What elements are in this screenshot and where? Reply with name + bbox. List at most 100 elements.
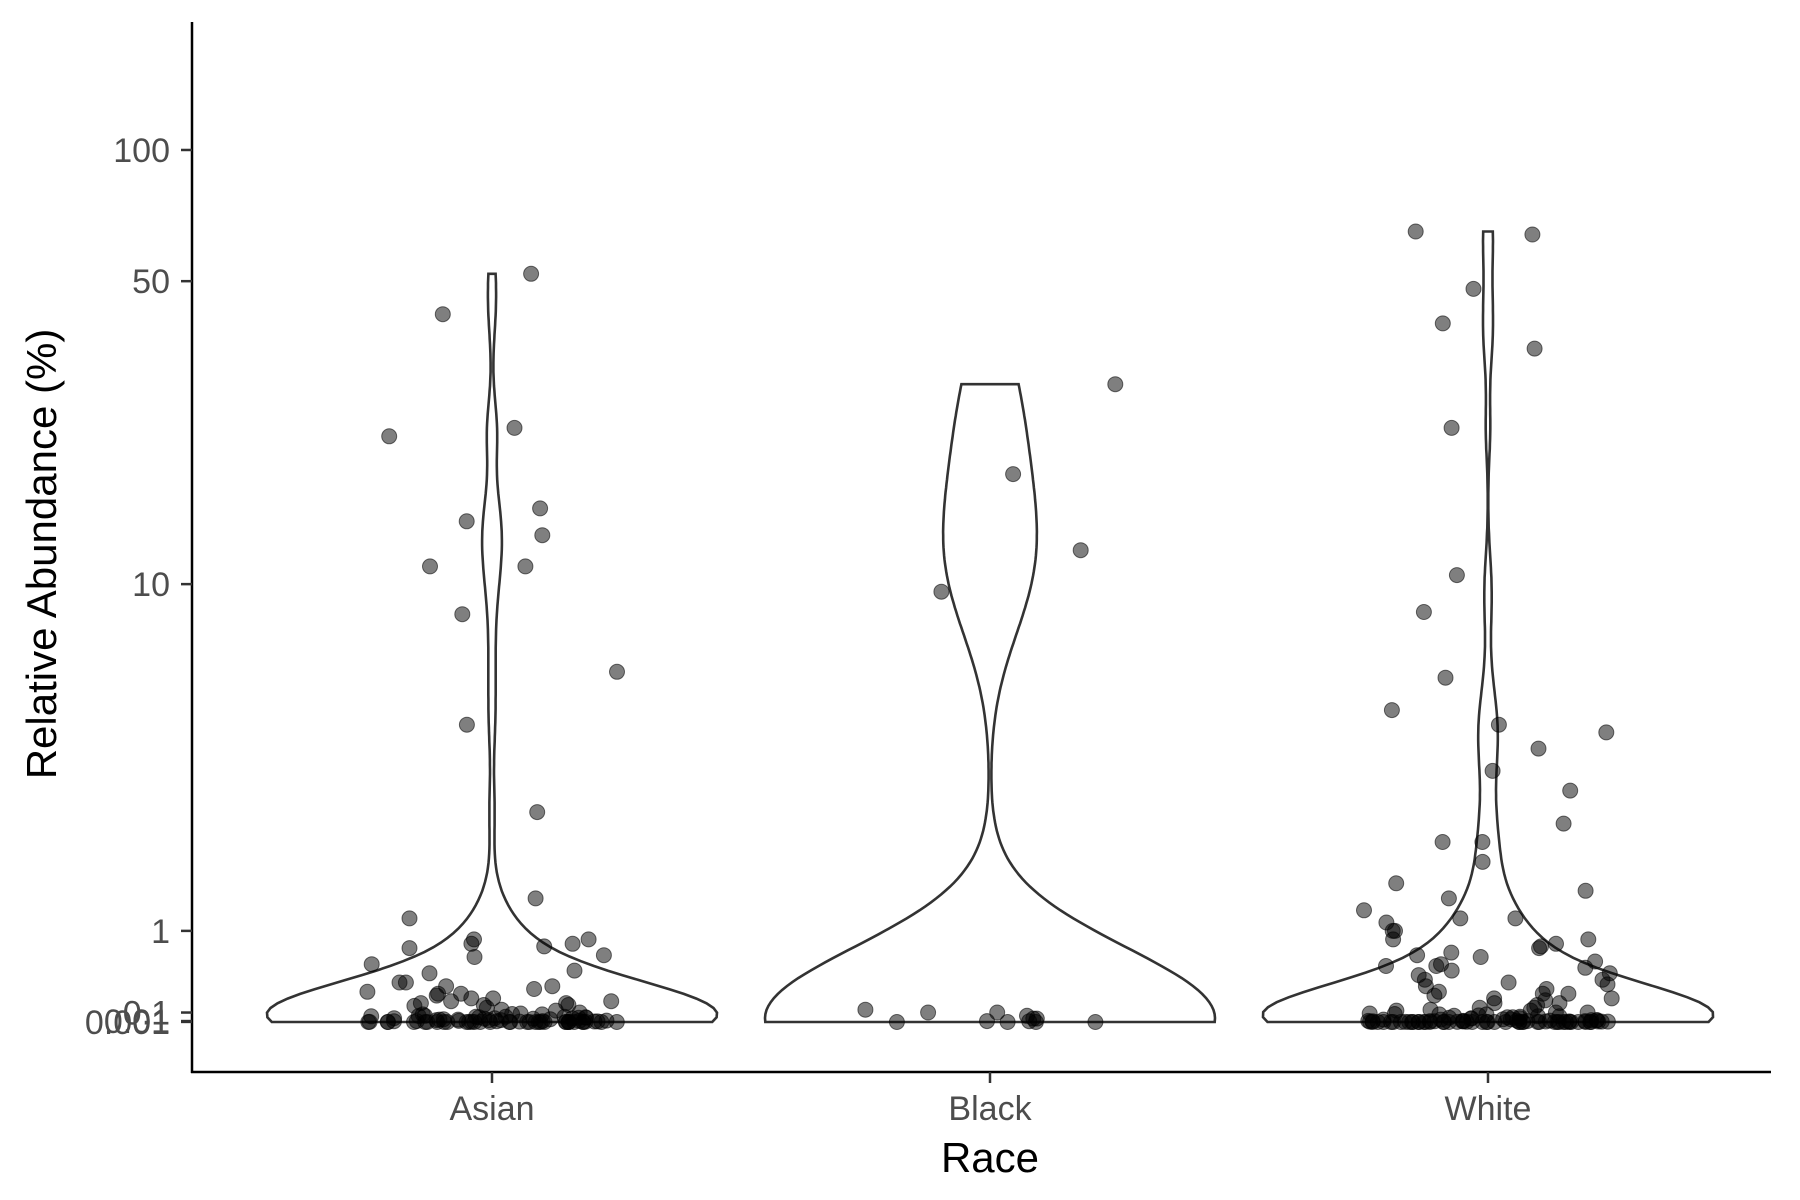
data-point-white [1507, 910, 1524, 927]
x-tick-label-black: Black [948, 1090, 1032, 1128]
data-point-asian [401, 940, 418, 957]
data-point-white [1415, 604, 1432, 620]
data-point-white [1464, 1014, 1481, 1030]
data-point-asian [422, 558, 438, 575]
data-point-asian [609, 663, 625, 680]
data-point-asian [527, 890, 544, 907]
data-point-asian [458, 716, 475, 733]
data-point-asian [517, 558, 534, 575]
data-point-white [1531, 1014, 1548, 1030]
data-point-black [999, 1014, 1016, 1030]
data-point-asian [391, 974, 408, 991]
data-point-white [1526, 340, 1543, 357]
data-point-asian [458, 513, 475, 530]
data-point-asian [560, 997, 577, 1013]
data-point-asian [534, 527, 551, 544]
data-point-white [1474, 853, 1491, 870]
data-point-asian [526, 981, 543, 997]
data-point-white [1434, 834, 1451, 850]
data-point-white [1443, 944, 1460, 961]
data-point-asian [532, 500, 549, 517]
data-point-asian [463, 935, 480, 952]
data-point-white [1356, 902, 1372, 919]
data-point-white [1555, 815, 1572, 832]
data-point-white [1428, 958, 1445, 974]
data-point-white [1562, 782, 1579, 799]
data-point-black [920, 1004, 937, 1021]
data-point-white [1407, 223, 1424, 240]
data-point-white [1603, 990, 1620, 1007]
data-point-black [1087, 1014, 1104, 1030]
data-point-white [1524, 226, 1541, 243]
data-point-white [1531, 940, 1548, 957]
data-point-white [1448, 567, 1465, 584]
data-point-asian [428, 987, 445, 1004]
data-point-asian [544, 978, 561, 995]
data-point-asian [401, 910, 418, 927]
data-point-white [1580, 931, 1597, 948]
data-point-white [1471, 999, 1488, 1016]
data-point-asian [463, 990, 480, 1007]
violin-white [1261, 230, 1715, 1024]
data-point-white [1409, 947, 1426, 964]
x-axis-ticks: Asian Black White [449, 1072, 1531, 1128]
data-point-black [1107, 376, 1124, 393]
data-point-black [1072, 542, 1089, 559]
data-point-white [1434, 315, 1451, 332]
y-tick-label: 100 [113, 132, 170, 170]
data-point-asian [454, 606, 471, 623]
data-point-white [1557, 1014, 1574, 1030]
points-layer [359, 223, 1620, 1030]
data-point-black [888, 1014, 905, 1030]
data-point-white [1364, 1014, 1381, 1030]
data-point-white [1436, 1014, 1453, 1030]
data-point-asian [566, 962, 583, 979]
data-point-asian [417, 1014, 434, 1030]
data-point-white [1443, 962, 1460, 979]
data-point-white [1378, 958, 1394, 974]
violin-asian [265, 272, 719, 1024]
data-point-white [1388, 875, 1405, 892]
data-point-white [1577, 882, 1594, 899]
data-point-asian [439, 1014, 456, 1030]
y-axis-title: Relative Abundance (%) [18, 329, 65, 780]
y-tick-label: 0.01 [104, 1003, 170, 1041]
data-point-white [1472, 949, 1489, 965]
data-point-white [1452, 910, 1469, 927]
data-point-black [933, 583, 950, 600]
data-point-white [1401, 1014, 1418, 1030]
data-point-asian [421, 965, 438, 982]
data-point-white [1486, 995, 1503, 1012]
data-point-white [1465, 280, 1482, 297]
data-point-white [1577, 959, 1594, 976]
y-tick-label: 0.1 [123, 995, 170, 1033]
data-point-asian [603, 993, 620, 1010]
data-point-asian [466, 1014, 483, 1030]
data-point-asian [466, 949, 483, 965]
data-point-black [1027, 1014, 1044, 1030]
y-tick-label: 50 [132, 263, 170, 301]
data-point-asian [608, 1014, 625, 1030]
data-point-white [1530, 740, 1547, 757]
violin-layer [265, 230, 1715, 1024]
data-point-white [1437, 669, 1454, 686]
data-point-asian [580, 931, 597, 948]
data-point-white [1534, 985, 1551, 1002]
data-point-white [1511, 1014, 1528, 1030]
data-point-white [1474, 834, 1491, 850]
data-point-black [1005, 466, 1022, 483]
data-point-white [1385, 931, 1402, 948]
data-point-black [857, 1001, 874, 1018]
data-point-asian [434, 306, 451, 323]
data-point-asian [359, 983, 376, 1000]
data-point-asian [593, 1014, 610, 1030]
data-point-white [1443, 419, 1460, 436]
data-point-white [1383, 702, 1400, 719]
data-point-white [1500, 974, 1517, 991]
data-point-asian [595, 947, 612, 964]
data-point-asian [536, 938, 553, 955]
data-point-white [1417, 1014, 1434, 1030]
data-point-white [1582, 1014, 1599, 1030]
